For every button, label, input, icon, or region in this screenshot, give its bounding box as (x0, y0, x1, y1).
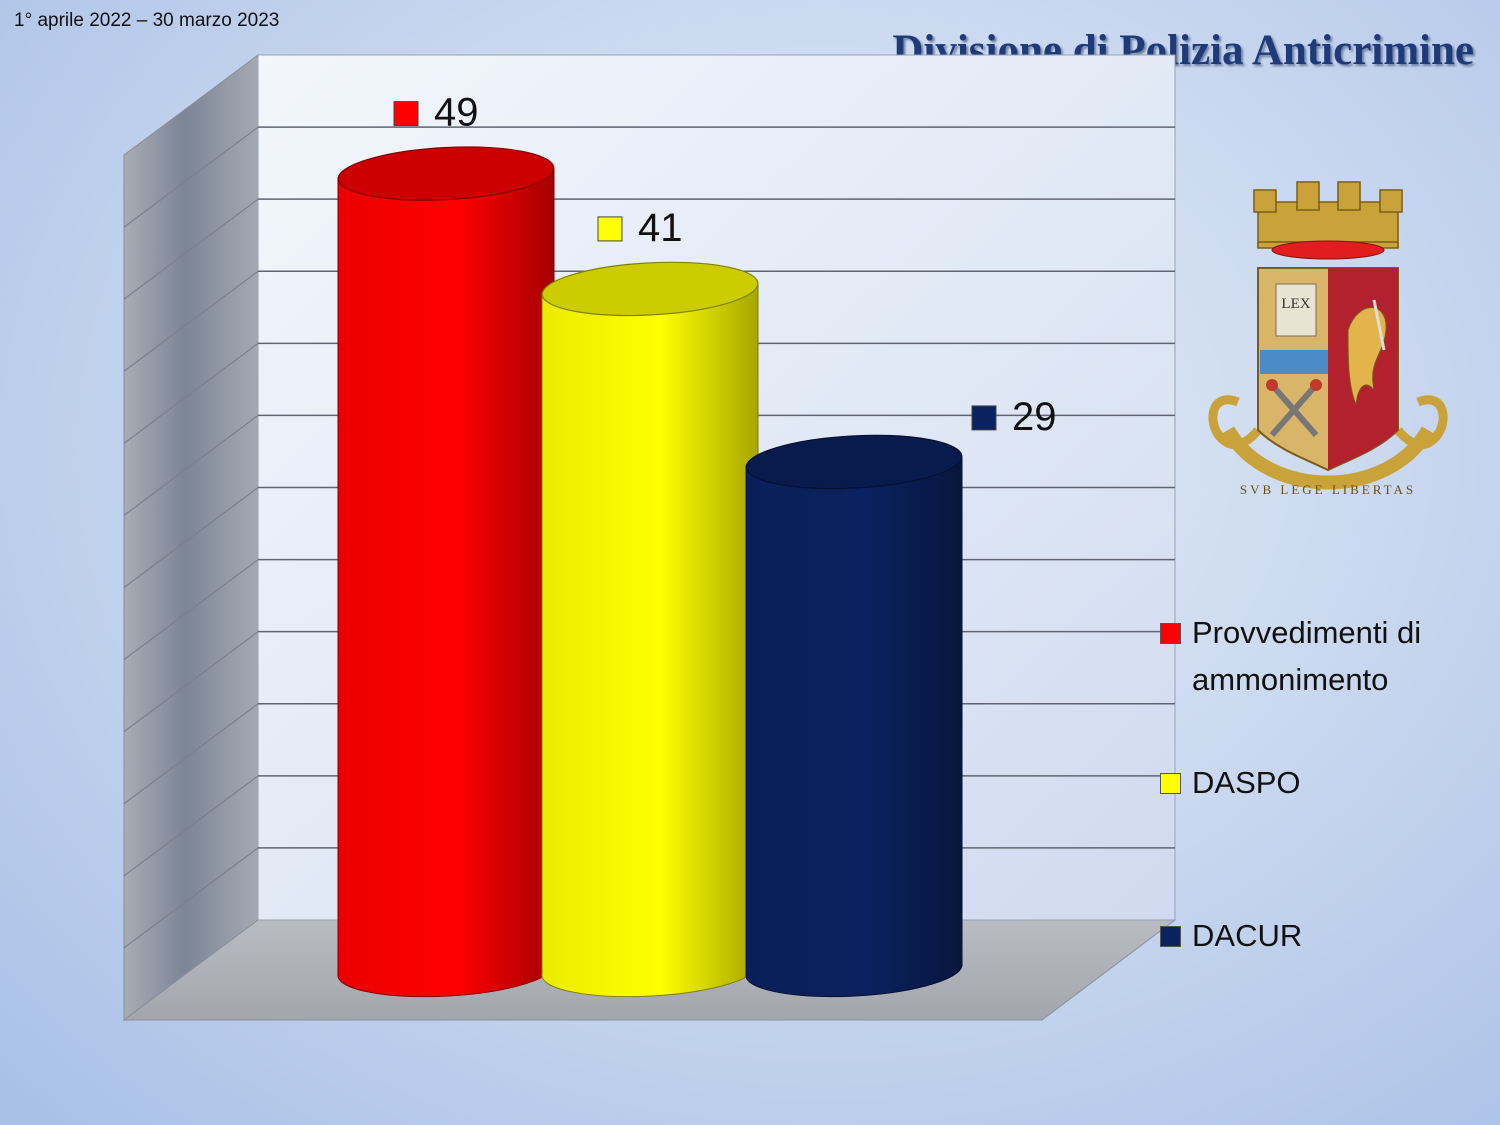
gridline (123, 559, 259, 661)
data-label: 41 (638, 206, 683, 250)
gridline (123, 270, 259, 372)
date-range: 1° aprile 2022 – 30 marzo 2023 (14, 10, 280, 31)
gridline (123, 847, 259, 949)
police-crest-icon: SVB LEGE LIBERTAS LEX (1208, 181, 1448, 497)
data-label: 29 (1012, 395, 1057, 439)
gridline (123, 126, 259, 228)
legend-swatch (1160, 926, 1181, 947)
data-label-swatch (971, 405, 997, 431)
data-label: 49 (434, 91, 479, 135)
legend-label: DASPO (1192, 765, 1301, 800)
legend-item: DASPO (1160, 760, 1472, 807)
data-label-swatch (597, 216, 623, 242)
gridline (123, 198, 259, 300)
gridline (123, 342, 259, 444)
legend-label: DACUR (1192, 918, 1303, 953)
bar (337, 146, 555, 998)
legend-swatch (1160, 623, 1181, 644)
gridline (123, 414, 259, 516)
legend-label: Provvedimenti di ammonimento (1192, 615, 1422, 697)
gridline (123, 775, 259, 877)
gridline (123, 703, 259, 805)
gridline (123, 631, 259, 733)
crest-motto: SVB LEGE LIBERTAS (1240, 482, 1416, 497)
legend-item: Provvedimenti di ammonimento (1160, 610, 1472, 703)
bar (541, 261, 759, 998)
crest-book-text: LEX (1281, 296, 1310, 312)
legend-item: DACUR (1160, 913, 1472, 960)
chart-legend: Provvedimenti di ammonimento DASPO DACUR (1160, 0, 1490, 1125)
gridline (123, 487, 259, 588)
data-label-swatch (393, 101, 419, 127)
legend-swatch (1160, 773, 1181, 794)
bar (745, 434, 963, 998)
